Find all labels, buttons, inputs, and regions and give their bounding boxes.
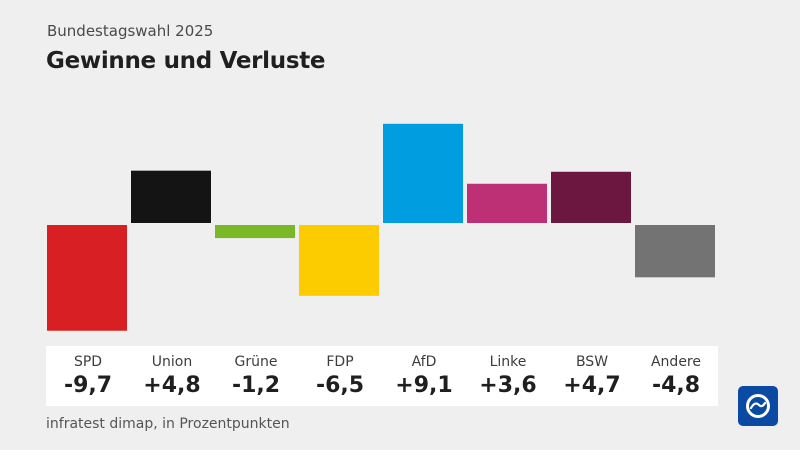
bar-group [47, 123, 715, 331]
broadcaster-logo [738, 386, 778, 426]
bar-union [131, 170, 211, 223]
category-label: Andere [650, 354, 701, 370]
bar-fdp [299, 225, 379, 296]
value-label: -1,2 [231, 373, 281, 398]
chart-title: Gewinne und Verluste [46, 48, 326, 74]
value-label: -4,8 [651, 373, 701, 398]
value-label: +4,7 [563, 373, 621, 398]
value-label: -9,7 [63, 373, 113, 398]
bar-grüne [215, 225, 295, 239]
value-label: +4,8 [143, 373, 201, 398]
category-label: Grüne [234, 354, 278, 370]
category-label: Union [151, 354, 193, 370]
category-label-strip: SPD -9,7 Union +4,8 Grüne -1,2 FDP -6,5 AfD +9,1 L… [46, 346, 718, 406]
category-label: Linke [489, 354, 527, 370]
chart-subtitle: Bundestagswahl 2025 [47, 22, 214, 40]
bar-andere [635, 225, 715, 278]
bar-chart [47, 123, 715, 331]
category-label: FDP [326, 354, 354, 370]
category-label: BSW [575, 354, 609, 370]
logo-icon [746, 394, 770, 418]
bar-linke [467, 183, 547, 223]
bar-bsw [551, 171, 631, 223]
value-label: -6,5 [315, 373, 365, 398]
bar-spd [47, 225, 127, 331]
category-label: SPD [73, 354, 103, 370]
value-label: +3,6 [479, 373, 537, 398]
category-label: AfD [411, 354, 437, 370]
value-label: +9,1 [395, 373, 453, 398]
source-note: infratest dimap, in Prozentpunkten [46, 416, 290, 432]
bar-afd [383, 123, 463, 223]
